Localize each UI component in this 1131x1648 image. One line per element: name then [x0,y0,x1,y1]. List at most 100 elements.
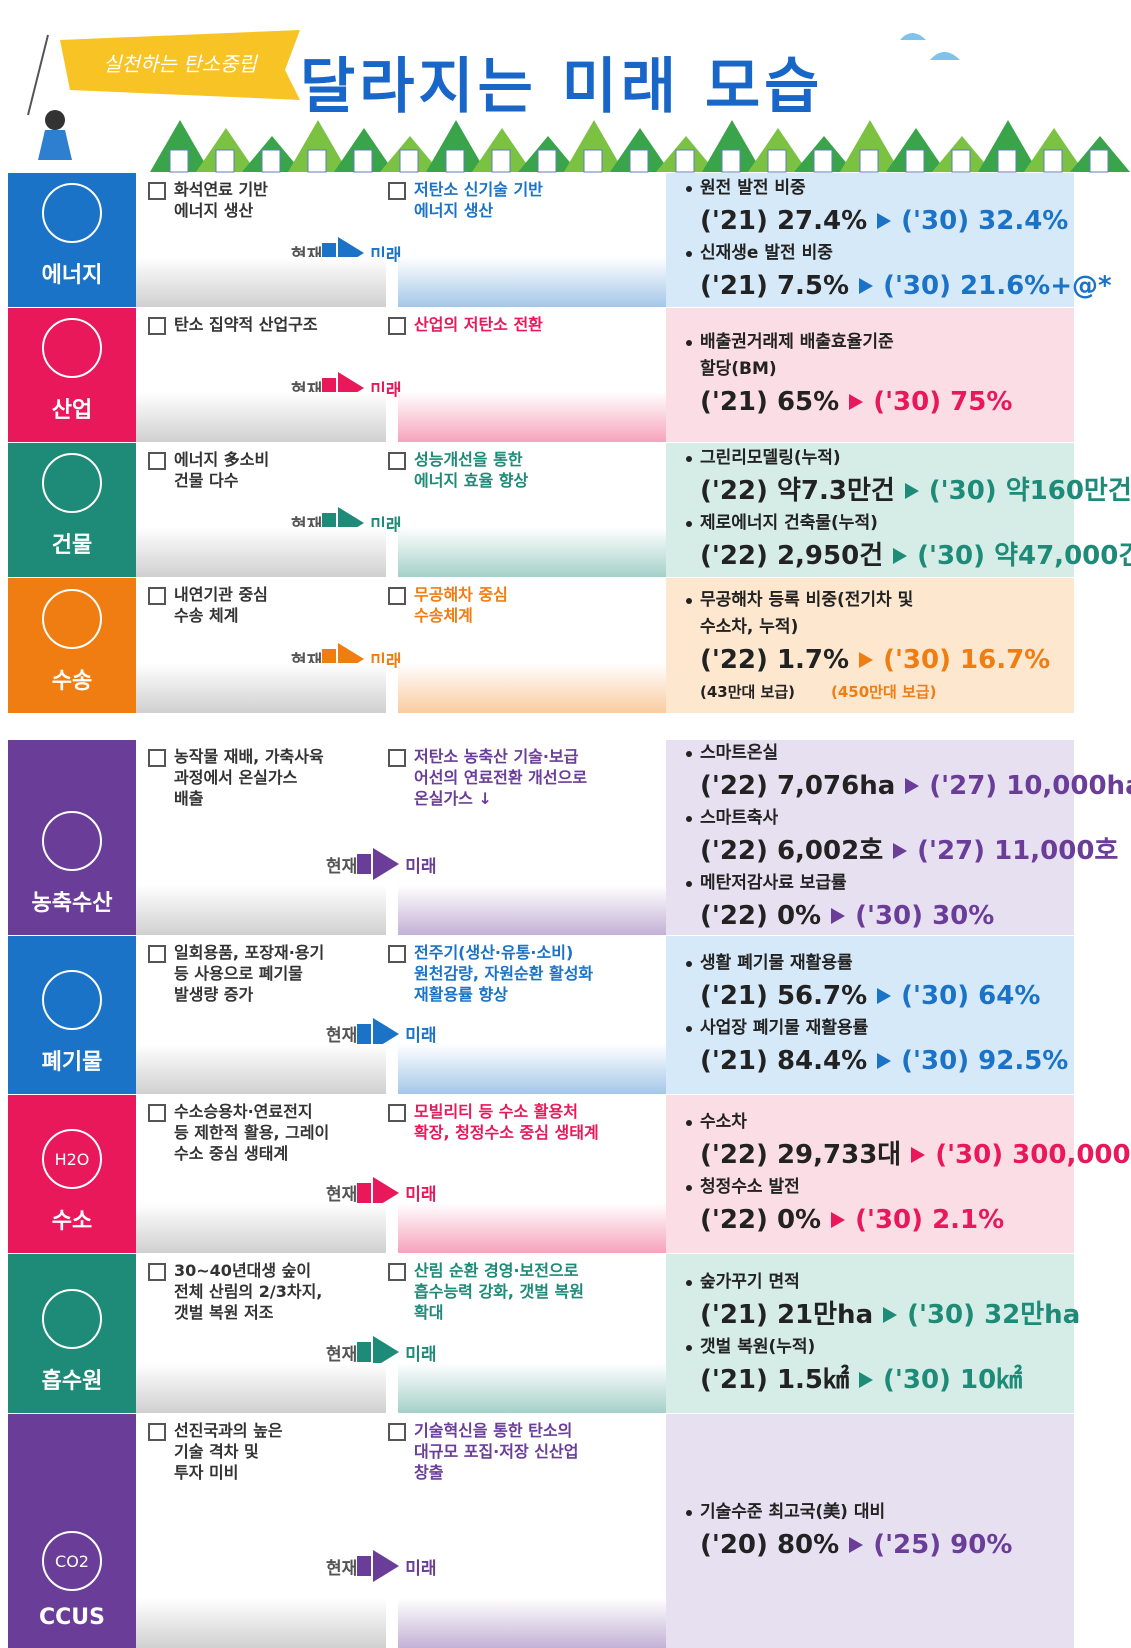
section-middle: 내연기관 중심수송 체계무공해차 중심수송체계현재미래 [136,578,666,713]
text-line: 원천감량, 자원순환 활성화 [414,963,666,984]
now-label: 현재 [326,852,357,877]
text-line: 온실가스 ↓ [414,788,666,809]
stat-from: ('21) 65% [700,385,839,419]
text-line: 기술혁신을 통한 탄소의 [414,1420,666,1441]
stat-arrow [849,394,863,410]
stat-row: ('22) 29,733대('30) 300,000대 [684,1138,1056,1172]
stat-to: ('30) 300,000대 [935,1138,1131,1172]
stat-to: ('30) 10㎢ [883,1363,1022,1397]
text-line: 에너지 효율 향상 [414,470,666,491]
text-line: 수송 체계 [174,605,384,626]
current-text: 농작물 재배, 가축사육과정에서 온실가스배출 [144,746,384,809]
stat-from: ('20) 80% [700,1528,839,1562]
section-label: 수송 [8,578,136,713]
stat-row: ('22) 0% ('30) 30% [684,899,1056,933]
stat-to: ('30) 32만ha [907,1298,1080,1332]
scene-future [398,392,666,442]
scene-now [136,1044,386,1094]
section-middle: 수소승용차·연료전지등 제한적 활용, 그레이수소 중심 생태계모빌리티 등 수… [136,1095,666,1253]
section-icon: CO2 [42,1531,102,1591]
stat-to: ('30) 약160만건 [929,474,1131,508]
section-stats: 생활 폐기물 재활용률('21) 56.7%('30) 64%사업장 폐기물 재… [666,936,1074,1094]
now-label: 현재 [326,1021,357,1046]
text-line: 등 제한적 활용, 그레이 [174,1122,384,1143]
section-icon [42,318,102,378]
text-line: 전체 산림의 2/3차지, [174,1281,384,1302]
stat-to: ('30) 2.1% [855,1203,1004,1237]
text-line: 저탄소 농축산 기술·보급 [414,746,666,767]
section-middle: 30~40년대생 숲이전체 산림의 2/3차지,갯벌 복원 저조산림 순환 경영… [136,1254,666,1413]
stat-label: 스마트축사 [684,807,1056,830]
stat-label: 스마트온실 [684,742,1056,765]
future-text: 성능개선을 통한에너지 효율 향상 [384,449,666,491]
scene-future [398,1363,666,1413]
section-stats: 기술수준 최고국(美) 대비('20) 80%('25) 90% [666,1414,1074,1648]
scene-now [136,392,386,442]
text-line: 기술 격차 및 [174,1441,384,1462]
section-name: 산업 [52,392,92,424]
now-label: 현재 [326,1180,357,1205]
scene-now [136,257,386,307]
section-name: 에너지 [42,257,103,289]
text-line: 수소승용차·연료전지 [174,1101,384,1122]
stat-arrow [859,1372,873,1388]
stat-row: ('22) 0% ('30) 2.1% [684,1203,1056,1237]
scene-future [398,1044,666,1094]
stat-label: 무공해차 등록 비중(전기차 및 [684,589,1056,612]
section-label: CO2CCUS [8,1414,136,1648]
text-line: 전주기(생산·유통·소비) [414,942,666,963]
stat-from: ('22) 7,076ha [700,769,895,803]
text-line: 선진국과의 높은 [174,1420,384,1441]
stat-from: ('21) 56.7% [700,979,867,1013]
section-name: 건물 [52,527,92,559]
scene-now [136,1598,386,1648]
stat-to: ('30) 16.7% [883,643,1050,677]
stat-to: ('30) 30% [855,899,994,933]
scene-future [398,1598,666,1648]
stat-label: 제로에너지 건축물(누적) [684,512,1056,535]
text-line: 일회용품, 포장재·용기 [174,942,384,963]
stat-arrow [905,778,919,794]
section-icon: H2O [42,1129,102,1189]
section-name: 수송 [52,663,92,695]
stat-row: ('21) 21만ha('30) 32만ha [684,1298,1056,1332]
text-line: 등 사용으로 폐기물 [174,963,384,984]
scene-future [398,885,666,935]
text-line: 배출 [174,788,384,809]
stat-label: 신재생e 발전 비중 [684,242,1056,265]
next-label: 미래 [405,1180,436,1205]
text-line: 수송체계 [414,605,666,626]
stat-row: ('22) 2,950건('30) 약47,000건 [684,539,1056,573]
text-line: 대규모 포집·저장 신산업 [414,1441,666,1462]
flow: 현재미래 [326,1550,437,1582]
stat-arrow [859,278,873,294]
stat-label: 숲가꾸기 면적 [684,1271,1056,1294]
scene-now [136,663,386,713]
section-icon [42,453,102,513]
future-text: 산업의 저탄소 전환 [384,314,666,335]
stat-row: ('21) 1.5㎢('30) 10㎢ [684,1363,1056,1397]
stat-note: (450만대 보급) [831,681,936,702]
stat-arrow [859,652,873,668]
stat-arrow [877,988,891,1004]
stat-label: 원전 발전 비중 [684,177,1056,200]
now-label: 현재 [326,1340,357,1365]
stat-label: 기술수준 최고국(美) 대비 [684,1501,1056,1524]
stat-to: ('27) 11,000호 [917,834,1118,868]
stat-from: ('22) 0% [700,899,821,933]
stat-label: 수소차, 누적) [684,616,1056,639]
section-icon [42,811,102,871]
next-label: 미래 [405,1340,436,1365]
section-label: 농축수산 [8,740,136,935]
flow-arrow [373,848,399,880]
stat-from: ('22) 0% [700,1203,821,1237]
stat-arrow [877,1053,891,1069]
next-label: 미래 [405,852,436,877]
